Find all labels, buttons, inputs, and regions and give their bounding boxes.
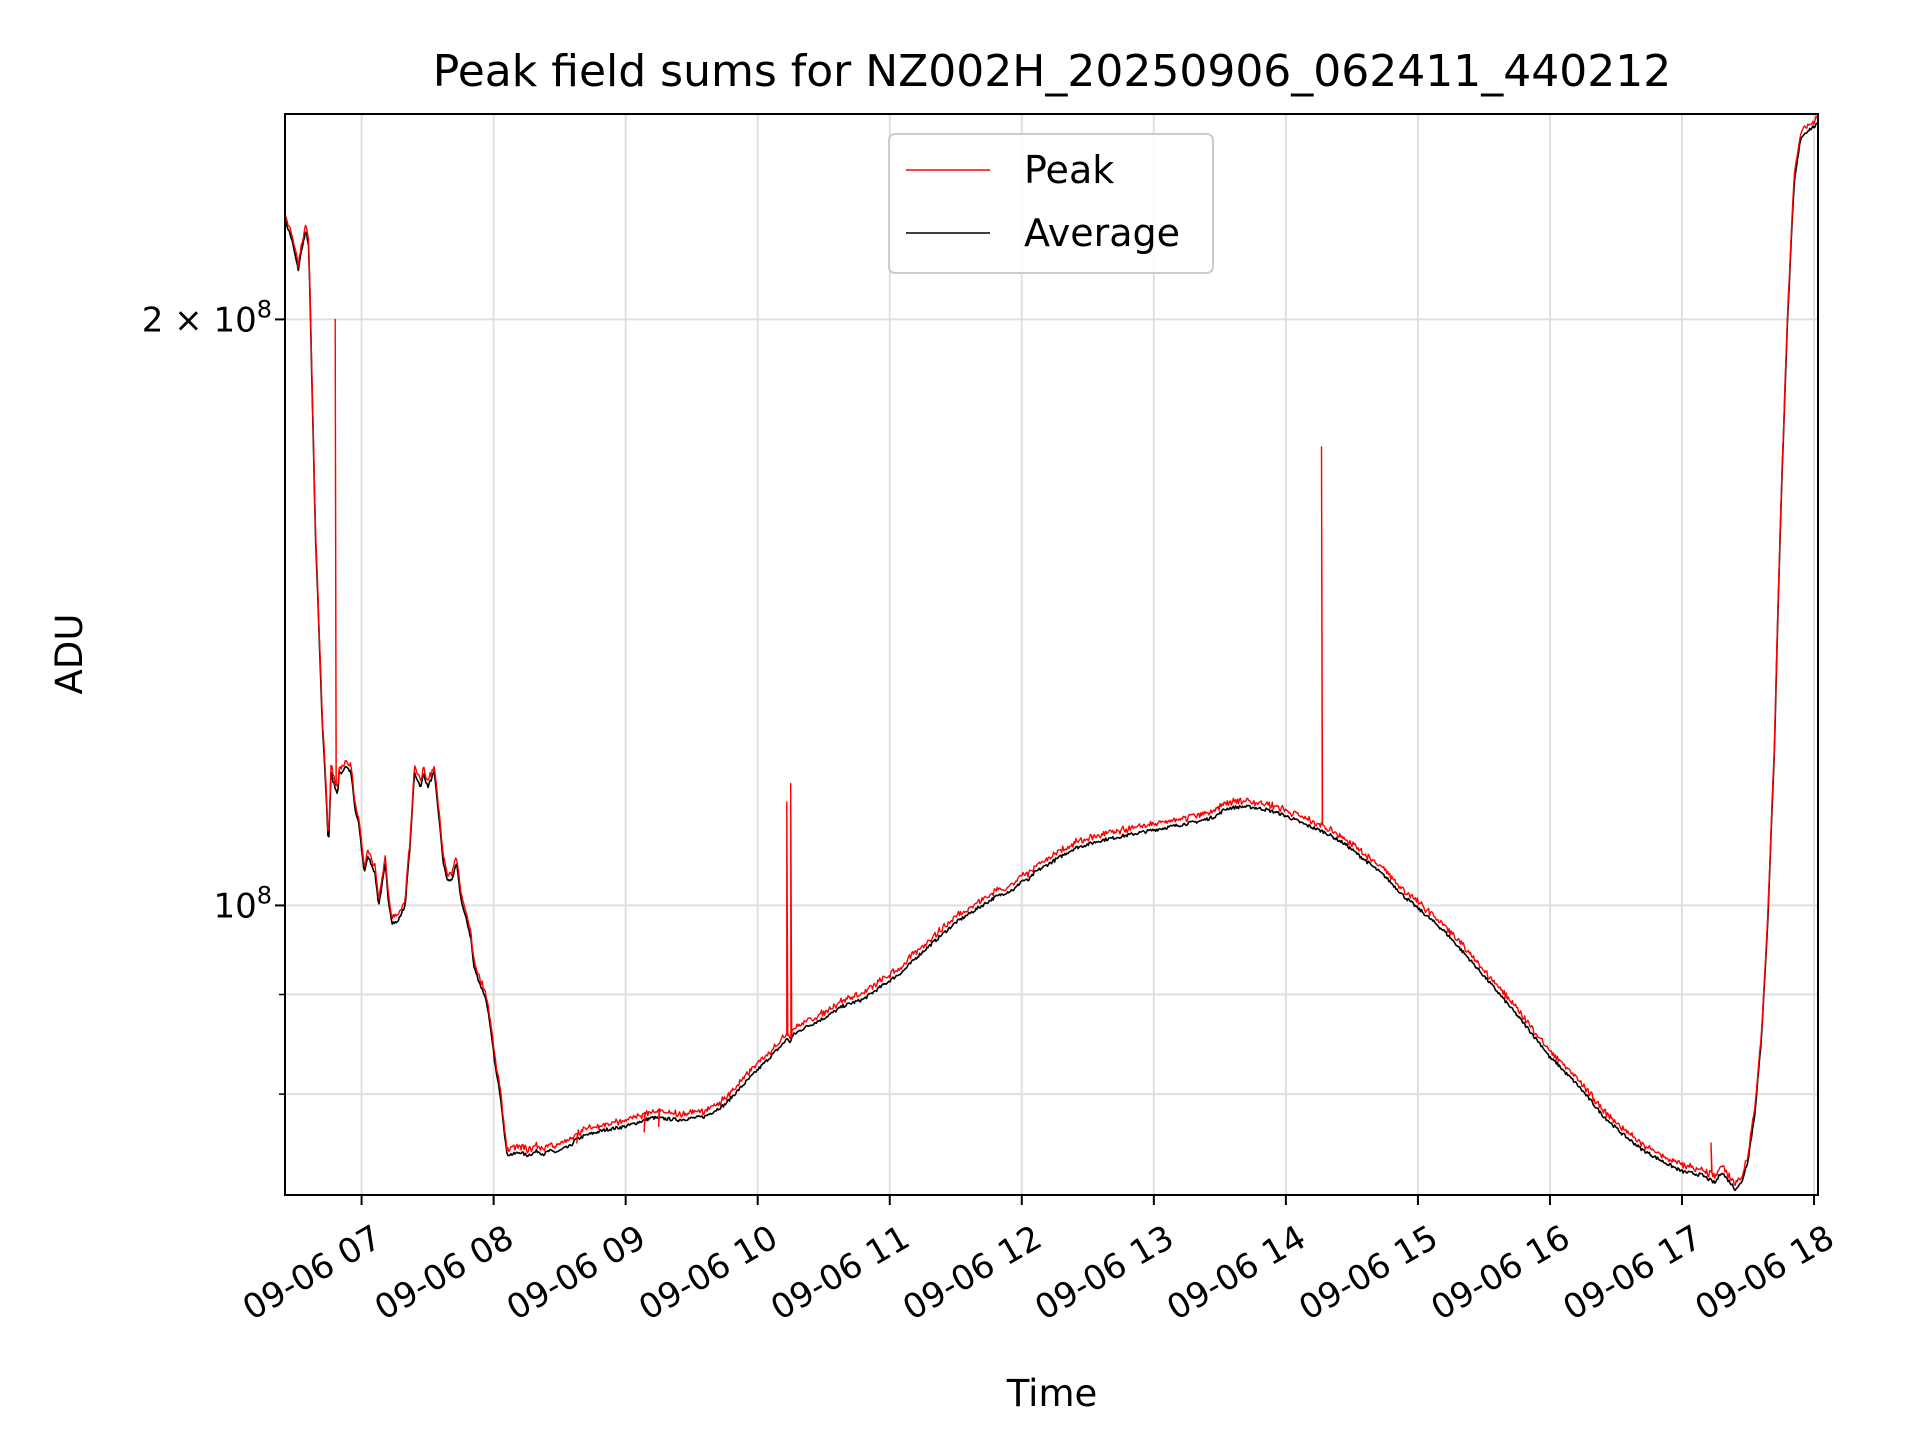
legend-average-label: Average — [1024, 211, 1180, 255]
legend: Peak Average — [888, 133, 1214, 274]
legend-box — [888, 133, 1214, 274]
y-axis-label: ADU — [48, 614, 91, 695]
grid — [285, 114, 1818, 1195]
y-tick-label-2e8: 2 × 108 — [142, 295, 272, 340]
y-tick-label-1e8: 108 — [213, 881, 272, 926]
chart-title: Peak field sums for NZ002H_20250906_0624… — [433, 46, 1671, 97]
peak-series-line — [285, 115, 1818, 1186]
average-series-line — [285, 121, 1818, 1192]
plot-area — [285, 115, 1818, 1192]
axes-frame — [284, 113, 1819, 1196]
y-axis-ticks: 2 × 108 108 — [142, 295, 285, 1095]
x-axis-label: Time — [1006, 1372, 1098, 1415]
legend-peak-label: Peak — [1024, 148, 1114, 192]
